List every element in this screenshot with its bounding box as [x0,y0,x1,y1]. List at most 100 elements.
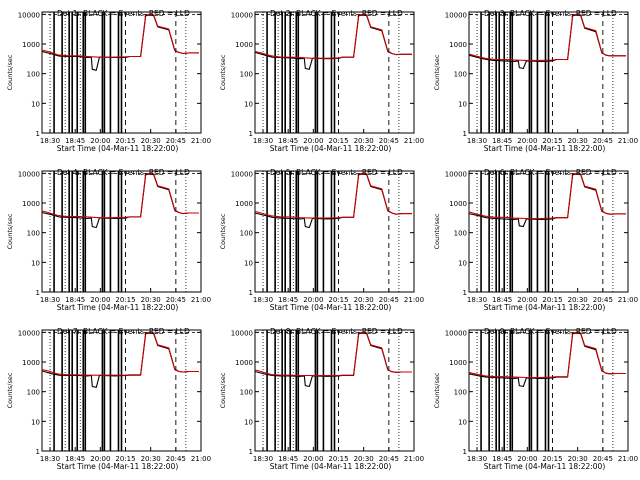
x-axis-label: Start Time (04-Mar-11 18:22:00) [270,462,392,471]
x-tick-label: 20:00 [517,137,537,145]
y-tick-label: 100 [27,71,40,79]
y-tick-label: 1 [249,289,253,297]
lld-series-line [468,172,626,220]
y-tick-label: 100 [240,230,253,238]
y-tick-label: 10000 [18,11,40,19]
x-tick-label: 20:00 [517,455,537,463]
x-tick-label: 18:30 [467,455,487,463]
y-tick-label: 100 [454,71,467,79]
x-tick-label: 21:00 [404,455,424,463]
x-tick-label: 20:45 [166,296,186,304]
detector-panel: 1 10 100 1000 10000 18:30 18:45 20:00 20:15 20:30… [433,9,638,153]
x-tick-label: 18:45 [492,137,512,145]
y-tick-label: 10000 [445,329,467,337]
x-tick-label: 20:15 [115,137,135,145]
x-tick-label: 20:15 [542,455,562,463]
y-tick-label: 1000 [235,200,253,208]
x-tick-label: 20:00 [90,296,110,304]
x-tick-label: 18:30 [253,137,273,145]
x-tick-label: 18:45 [65,296,85,304]
x-tick-label: 18:45 [278,137,298,145]
x-tick-label: 20:30 [568,455,588,463]
panel-title: Det 5r BLACK = Events, RED = LLD [270,168,403,177]
x-tick-label: 18:45 [278,455,298,463]
x-tick-label: 20:45 [166,455,186,463]
lld-series-line [468,331,626,379]
detector-panel: 1 10 100 1000 10000 18:30 18:45 20:00 20:15 20:30… [433,327,638,471]
x-tick-label: 20:45 [379,296,399,304]
x-tick-label: 18:30 [253,296,273,304]
y-tick-label: 1 [249,448,253,456]
y-tick-label: 1000 [449,200,467,208]
x-axis-label: Start Time (04-Mar-11 18:22:00) [57,144,179,153]
y-tick-label: 1 [36,448,40,456]
y-tick-label: 1000 [22,359,40,367]
detector-panel: 1 10 100 1000 10000 18:30 18:45 20:00 20:15 20:30… [6,9,211,153]
x-tick-label: 20:15 [328,455,348,463]
x-tick-label: 20:30 [141,137,161,145]
lld-series-line [468,13,626,61]
detector-panel: 1 10 100 1000 10000 18:30 18:45 20:00 20:15 20:30… [6,327,211,471]
lld-series-line [254,13,412,59]
x-tick-label: 21:00 [404,296,424,304]
x-tick-label: 20:45 [593,137,613,145]
y-tick-label: 10000 [445,170,467,178]
y-tick-label: 10000 [231,11,253,19]
x-tick-label: 20:00 [517,296,537,304]
x-tick-label: 20:30 [354,296,374,304]
panel-title: Det 8r BLACK = Events, RED = LLD [270,327,403,336]
x-tick-label: 18:45 [492,296,512,304]
panel-title: Det 3r BLACK = Events, RED = LLD [484,9,617,18]
y-tick-label: 1000 [235,41,253,49]
x-tick-label: 18:30 [253,455,273,463]
y-tick-label: 100 [27,389,40,397]
y-axis-label: Counts/sec [219,372,227,408]
x-tick-label: 20:30 [354,137,374,145]
y-tick-label: 1000 [449,41,467,49]
x-tick-label: 18:45 [65,455,85,463]
detector-panel: 1 10 100 1000 10000 18:30 18:45 20:00 20:15 20:30… [219,9,424,153]
y-tick-label: 1000 [22,41,40,49]
y-tick-label: 1000 [235,359,253,367]
panel-title: Det 9r BLACK = Events, RED = LLD [484,327,617,336]
x-tick-label: 20:30 [568,296,588,304]
x-tick-label: 18:30 [467,296,487,304]
y-tick-label: 10 [31,418,40,426]
x-tick-label: 18:45 [65,137,85,145]
x-tick-label: 20:00 [303,296,323,304]
y-tick-label: 10000 [18,170,40,178]
x-tick-label: 18:45 [278,296,298,304]
x-tick-label: 20:15 [542,296,562,304]
y-tick-label: 1 [249,130,253,138]
y-tick-label: 10000 [445,11,467,19]
y-axis-label: Counts/sec [219,213,227,249]
lld-series-line [41,13,199,58]
y-tick-label: 10 [244,418,253,426]
panel-title: Det 6r BLACK = Events, RED = LLD [484,168,617,177]
x-tick-label: 18:30 [40,137,60,145]
x-tick-label: 21:00 [191,296,211,304]
x-tick-label: 20:00 [303,455,323,463]
x-tick-label: 20:15 [328,296,348,304]
detector-panel: 1 10 100 1000 10000 18:30 18:45 20:00 20:15 20:30… [433,168,638,312]
y-tick-label: 1 [463,130,467,138]
x-axis-label: Start Time (04-Mar-11 18:22:00) [57,303,179,312]
x-tick-label: 18:45 [492,455,512,463]
x-tick-label: 20:45 [166,137,186,145]
y-tick-label: 1 [463,289,467,297]
x-axis-label: Start Time (04-Mar-11 18:22:00) [484,144,606,153]
x-tick-label: 21:00 [191,137,211,145]
y-tick-label: 1 [36,289,40,297]
y-axis-label: Counts/sec [6,54,14,90]
x-tick-label: 20:15 [542,137,562,145]
x-tick-label: 21:00 [618,137,638,145]
y-axis-label: Counts/sec [433,213,441,249]
x-tick-label: 20:15 [328,137,348,145]
x-axis-label: Start Time (04-Mar-11 18:22:00) [57,462,179,471]
lld-series-line [41,172,199,219]
y-tick-label: 1000 [22,200,40,208]
y-tick-label: 10 [244,100,253,108]
y-tick-label: 10000 [231,329,253,337]
x-axis-label: Start Time (04-Mar-11 18:22:00) [484,303,606,312]
